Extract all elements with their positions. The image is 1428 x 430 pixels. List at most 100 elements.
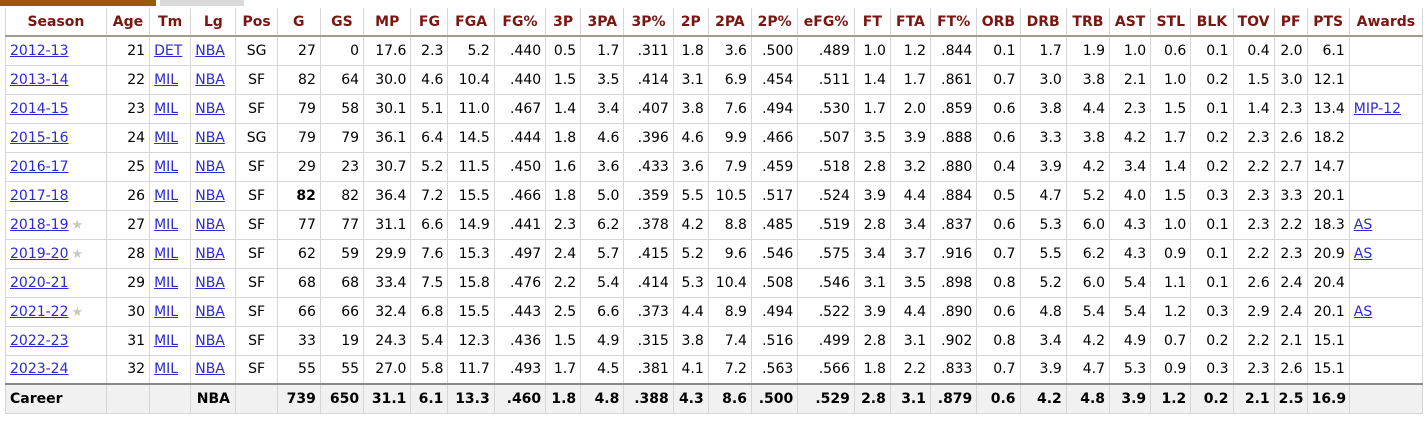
team-link[interactable]: MIL	[154, 332, 179, 349]
team-link[interactable]: MIL	[154, 158, 179, 175]
stat-cell-tov: 2.2	[1232, 325, 1275, 356]
column-header-season[interactable]: Season	[5, 8, 107, 37]
league-link[interactable]: NBA	[195, 42, 225, 59]
awards-cell	[1348, 267, 1424, 298]
league-link[interactable]: NBA	[195, 100, 225, 117]
stat-cell-ft: 3.9	[853, 296, 891, 327]
column-header-3pa[interactable]: 3PA	[580, 8, 625, 37]
league-link[interactable]: NBA	[195, 158, 225, 175]
column-header-mp[interactable]: MP	[363, 8, 412, 37]
column-header-trb[interactable]: TRB	[1065, 8, 1111, 37]
all-star-icon: ★	[71, 304, 84, 320]
column-header-fg-pct[interactable]: FG%	[493, 8, 547, 37]
column-header-3p-pct[interactable]: 3P%	[623, 8, 674, 37]
column-header-blk[interactable]: BLK	[1190, 8, 1234, 37]
column-header-orb[interactable]: ORB	[976, 8, 1021, 37]
column-header-ast[interactable]: AST	[1109, 8, 1152, 37]
column-header-2p[interactable]: 2P	[672, 8, 709, 37]
column-header-stl[interactable]: STL	[1150, 8, 1192, 37]
league-link[interactable]: NBA	[195, 187, 225, 204]
stat-cell-ft-pct: .859	[929, 93, 978, 124]
tab-inactive[interactable]	[160, 0, 244, 6]
column-header-gs[interactable]: GS	[319, 8, 365, 37]
season-link[interactable]: 2018-19	[10, 216, 69, 233]
column-header-fta[interactable]: FTA	[889, 8, 932, 37]
team-link[interactable]: MIL	[154, 129, 179, 146]
stat-cell-3pa: 1.7	[580, 35, 625, 66]
stat-cell-fg-pct: .444	[493, 122, 547, 153]
award-link[interactable]: AS	[1353, 303, 1373, 320]
season-link[interactable]: 2013-14	[10, 71, 69, 88]
column-header-ft-pct[interactable]: FT%	[929, 8, 978, 37]
column-header-awards[interactable]: Awards	[1348, 8, 1424, 37]
tab-active[interactable]	[0, 0, 156, 6]
awards-cell	[1348, 325, 1424, 356]
column-header-lg[interactable]: Lg	[190, 8, 237, 37]
column-header-pos[interactable]: Pos	[235, 8, 278, 37]
column-header-3p[interactable]: 3P	[545, 8, 582, 37]
team-link[interactable]: MIL	[154, 216, 179, 233]
league-link[interactable]: NBA	[195, 361, 225, 378]
stat-cell-2pa: 6.9	[707, 64, 752, 95]
stat-cell-mp: 30.0	[363, 64, 412, 95]
stat-cell-2pa: 9.6	[707, 238, 752, 269]
season-link[interactable]: 2017-18	[10, 187, 69, 204]
stat-cell-pts: 6.1	[1306, 35, 1350, 66]
column-header-g[interactable]: G	[276, 8, 321, 37]
award-link[interactable]: MIP-12	[1353, 100, 1401, 117]
season-link[interactable]: 2014-15	[10, 100, 69, 117]
career-stat-pts: 16.9	[1306, 383, 1350, 414]
league-link[interactable]: NBA	[195, 71, 225, 88]
column-header-tm[interactable]: Tm	[149, 8, 192, 37]
stat-cell-ft-pct: .890	[929, 296, 978, 327]
stat-cell-fg-pct: .466	[493, 180, 547, 211]
column-header-fg[interactable]: FG	[410, 8, 449, 37]
team-link[interactable]: MIL	[154, 245, 179, 262]
column-header-pf[interactable]: PF	[1273, 8, 1308, 37]
league-link[interactable]: NBA	[195, 129, 225, 146]
team-link[interactable]: MIL	[154, 71, 179, 88]
league-cell: NBA	[190, 35, 237, 66]
stat-cell-pts: 20.1	[1306, 180, 1350, 211]
stat-cell-fga: 15.5	[447, 296, 495, 327]
stat-cell-tov: 1.4	[1232, 93, 1275, 124]
column-header-fga[interactable]: FGA	[447, 8, 495, 37]
team-link[interactable]: DET	[154, 42, 183, 59]
team-link[interactable]: MIL	[154, 274, 179, 291]
league-link[interactable]: NBA	[195, 245, 225, 262]
team-link[interactable]: MIL	[154, 100, 179, 117]
league-link[interactable]: NBA	[195, 274, 225, 291]
column-header-pts[interactable]: PTS	[1306, 8, 1350, 37]
column-header-drb[interactable]: DRB	[1019, 8, 1067, 37]
league-link[interactable]: NBA	[195, 332, 225, 349]
team-link[interactable]: MIL	[154, 361, 179, 378]
season-link[interactable]: 2020-21	[10, 274, 69, 291]
league-link[interactable]: NBA	[195, 303, 225, 320]
position-cell: SF	[235, 151, 278, 182]
team-link[interactable]: MIL	[154, 187, 179, 204]
season-link[interactable]: 2016-17	[10, 158, 69, 175]
season-link[interactable]: 2019-20	[10, 245, 69, 262]
stat-cell-fg-pct: .476	[493, 267, 547, 298]
column-header-2pa[interactable]: 2PA	[707, 8, 752, 37]
season-link[interactable]: 2012-13	[10, 42, 69, 59]
stat-cell-trb: 1.9	[1065, 35, 1111, 66]
stat-cell-blk: 0.1	[1190, 238, 1234, 269]
stat-cell-ft: 3.5	[853, 122, 891, 153]
column-header-efg-pct[interactable]: eFG%	[797, 8, 855, 37]
column-header-tov[interactable]: TOV	[1232, 8, 1275, 37]
stat-cell-g: 79	[276, 93, 321, 124]
league-link[interactable]: NBA	[195, 216, 225, 233]
column-header-age[interactable]: Age	[105, 8, 151, 37]
column-header-ft[interactable]: FT	[853, 8, 891, 37]
season-link[interactable]: 2021-22	[10, 303, 69, 320]
column-header-2p-pct[interactable]: 2P%	[750, 8, 799, 37]
award-link[interactable]: AS	[1353, 245, 1373, 262]
stat-cell-fga: 11.7	[447, 354, 495, 385]
season-link[interactable]: 2023-24	[10, 361, 69, 378]
team-link[interactable]: MIL	[154, 303, 179, 320]
stat-cell-fta: 3.9	[889, 122, 932, 153]
award-link[interactable]: AS	[1353, 216, 1373, 233]
season-link[interactable]: 2015-16	[10, 129, 69, 146]
season-link[interactable]: 2022-23	[10, 332, 69, 349]
